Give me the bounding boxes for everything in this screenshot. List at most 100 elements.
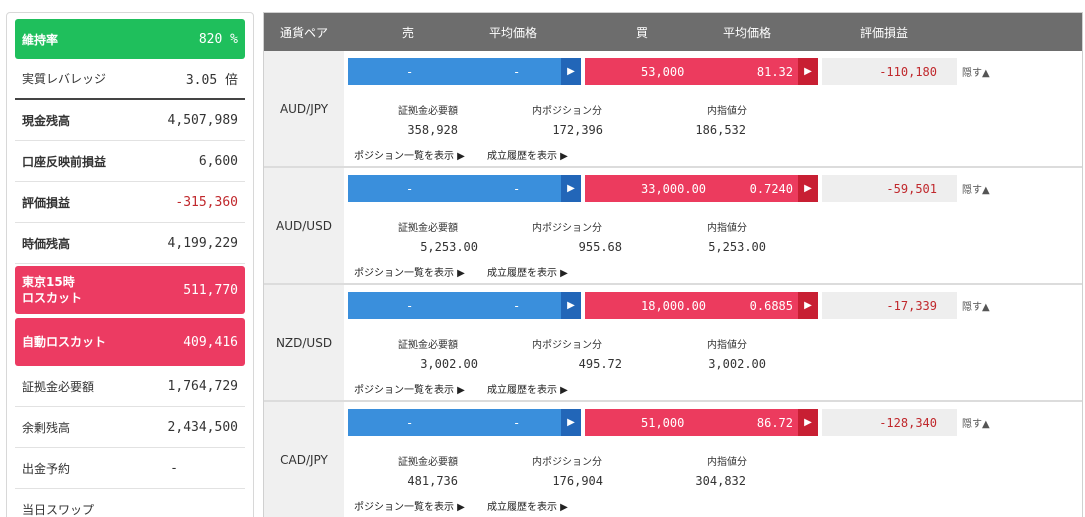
hide-link[interactable]: 隠す▲ (962, 185, 990, 196)
unreflected-pl-label: 口座反映前損益 (22, 154, 107, 169)
pair-row: CAD/JPY - - ▶ 51,000 86.72 ▶ -128,340 隠す… (264, 402, 1082, 517)
position-label: 内ポジション分 (532, 223, 602, 234)
pair-row: AUD/JPY - - ▶ 53,000 81.32 ▶ -110,180 隠す… (264, 51, 1082, 168)
play-arrow-icon[interactable]: ▶ (561, 292, 581, 319)
valuation-pl: -110,180 (822, 58, 957, 85)
required-margin-value: 1,764,729 (167, 378, 238, 394)
pair-name: AUD/JPY (264, 51, 344, 166)
play-arrow-icon[interactable]: ▶ (561, 409, 581, 436)
sell-bar[interactable]: - - ▶ (348, 409, 581, 436)
sell-avg: - (513, 181, 521, 196)
valuation-pl: -128,340 (822, 409, 957, 436)
buy-qty: 18,000.00 (641, 298, 707, 313)
position-label: 内ポジション分 (532, 340, 602, 351)
market-value-label: 時価残高 (22, 236, 71, 251)
show-history-link[interactable]: 成立履歴を表示 ▶ (487, 151, 568, 162)
sell-avg: - (513, 298, 521, 313)
margin-label: 証拠金必要額 (398, 340, 458, 351)
daily-swap-row: 当日スワップ (15, 489, 245, 517)
sell-bar[interactable]: - - ▶ (348, 58, 581, 85)
header-buy-avg: 平均価格 (723, 26, 772, 40)
withdrawal-reservation-value: - (170, 460, 178, 476)
account-summary-panel: 維持率 820 % 実質レバレッジ 3.05 倍 現金残高 4,507,989 … (6, 12, 254, 517)
position-label: 内ポジション分 (532, 457, 602, 468)
show-history-link[interactable]: 成立履歴を表示 ▶ (487, 385, 568, 396)
auto-losscut-value: 409,416 (183, 334, 238, 350)
limit-value: 3,002.00 (708, 357, 766, 371)
maintenance-rate-value: 820 % (198, 31, 238, 47)
market-value-row: 時価残高 4,199,229 (15, 223, 245, 264)
show-history-link[interactable]: 成立履歴を表示 ▶ (487, 502, 568, 513)
position-value: 955.68 (578, 240, 622, 254)
margin-value: 5,253.00 (420, 240, 478, 254)
surplus-balance-value: 2,434,500 (167, 419, 238, 435)
play-arrow-icon[interactable]: ▶ (561, 175, 581, 202)
buy-bar[interactable]: 51,000 86.72 ▶ (585, 409, 818, 436)
margin-value: 3,002.00 (420, 357, 478, 371)
auto-losscut-label: 自動ロスカット (22, 335, 107, 349)
show-positions-link[interactable]: ポジション一覧を表示 ▶ (354, 151, 465, 162)
buy-bar[interactable]: 53,000 81.32 ▶ (585, 58, 818, 85)
header-buy: 買 (636, 26, 649, 40)
hide-link[interactable]: 隠す▲ (962, 68, 990, 79)
show-positions-link[interactable]: ポジション一覧を表示 ▶ (354, 502, 465, 513)
hide-link[interactable]: 隠す▲ (962, 419, 990, 430)
valuation-pl-value: -315,360 (175, 194, 238, 210)
withdrawal-reservation-row: 出金予約 - (15, 448, 245, 489)
buy-qty: 53,000 (641, 64, 685, 79)
buy-bar[interactable]: 33,000.00 0.7240 ▶ (585, 175, 818, 202)
margin-label: 証拠金必要額 (398, 106, 458, 117)
unreflected-pl-row: 口座反映前損益 6,600 (15, 141, 245, 182)
show-positions-link[interactable]: ポジション一覧を表示 ▶ (354, 385, 465, 396)
play-arrow-icon[interactable]: ▶ (561, 58, 581, 85)
buy-qty: 51,000 (641, 415, 685, 430)
valuation-pl-label: 評価損益 (22, 195, 71, 210)
unreflected-pl-value: 6,600 (198, 153, 238, 169)
limit-label: 内指値分 (707, 223, 747, 234)
limit-label: 内指値分 (707, 340, 747, 351)
position-value: 172,396 (552, 123, 603, 137)
pair-name: AUD/USD (264, 168, 344, 283)
tokyo-losscut-row: 東京15時 ロスカット 511,770 (15, 266, 245, 314)
sell-qty: - (406, 415, 414, 430)
sell-avg: - (513, 64, 521, 79)
sell-avg: - (513, 415, 521, 430)
sell-qty: - (406, 181, 414, 196)
auto-losscut-row: 自動ロスカット 409,416 (15, 318, 245, 366)
buy-avg: 0.6885 (749, 298, 793, 313)
play-arrow-icon[interactable]: ▶ (798, 292, 818, 319)
effective-leverage-row: 実質レバレッジ 3.05 倍 (15, 59, 245, 100)
limit-value: 186,532 (695, 123, 746, 137)
sell-bar[interactable]: - - ▶ (348, 292, 581, 319)
cash-balance-value: 4,507,989 (167, 112, 238, 128)
play-arrow-icon[interactable]: ▶ (798, 58, 818, 85)
buy-qty: 33,000.00 (641, 181, 707, 196)
hide-link[interactable]: 隠す▲ (962, 302, 990, 313)
limit-label: 内指値分 (707, 457, 747, 468)
sell-qty: - (406, 64, 414, 79)
play-arrow-icon[interactable]: ▶ (798, 409, 818, 436)
margin-label: 証拠金必要額 (398, 457, 458, 468)
header-pair: 通貨ペア (280, 26, 329, 40)
required-margin-label: 証拠金必要額 (22, 379, 95, 394)
pair-name: CAD/JPY (264, 402, 344, 517)
tokyo-losscut-label: 東京15時 ロスカット (22, 274, 82, 306)
limit-value: 304,832 (695, 474, 746, 488)
show-positions-link[interactable]: ポジション一覧を表示 ▶ (354, 268, 465, 279)
valuation-pl-row: 評価損益 -315,360 (15, 182, 245, 223)
buy-bar[interactable]: 18,000.00 0.6885 ▶ (585, 292, 818, 319)
margin-value: 358,928 (407, 123, 458, 137)
position-label: 内ポジション分 (532, 106, 602, 117)
sell-qty: - (406, 298, 414, 313)
margin-value: 481,736 (407, 474, 458, 488)
buy-avg: 0.7240 (749, 181, 793, 196)
withdrawal-reservation-label: 出金予約 (22, 461, 71, 476)
play-arrow-icon[interactable]: ▶ (798, 175, 818, 202)
tokyo-losscut-value: 511,770 (183, 282, 238, 298)
positions-table: 通貨ペア 売 平均価格 買 平均価格 評価損益 AUD/JPY - - ▶ 53… (263, 12, 1083, 517)
buy-avg: 81.32 (756, 64, 793, 79)
pair-row: AUD/USD - - ▶ 33,000.00 0.7240 ▶ -59,501… (264, 168, 1082, 285)
tokyo-losscut-label-line2: ロスカット (22, 291, 83, 305)
sell-bar[interactable]: - - ▶ (348, 175, 581, 202)
show-history-link[interactable]: 成立履歴を表示 ▶ (487, 268, 568, 279)
